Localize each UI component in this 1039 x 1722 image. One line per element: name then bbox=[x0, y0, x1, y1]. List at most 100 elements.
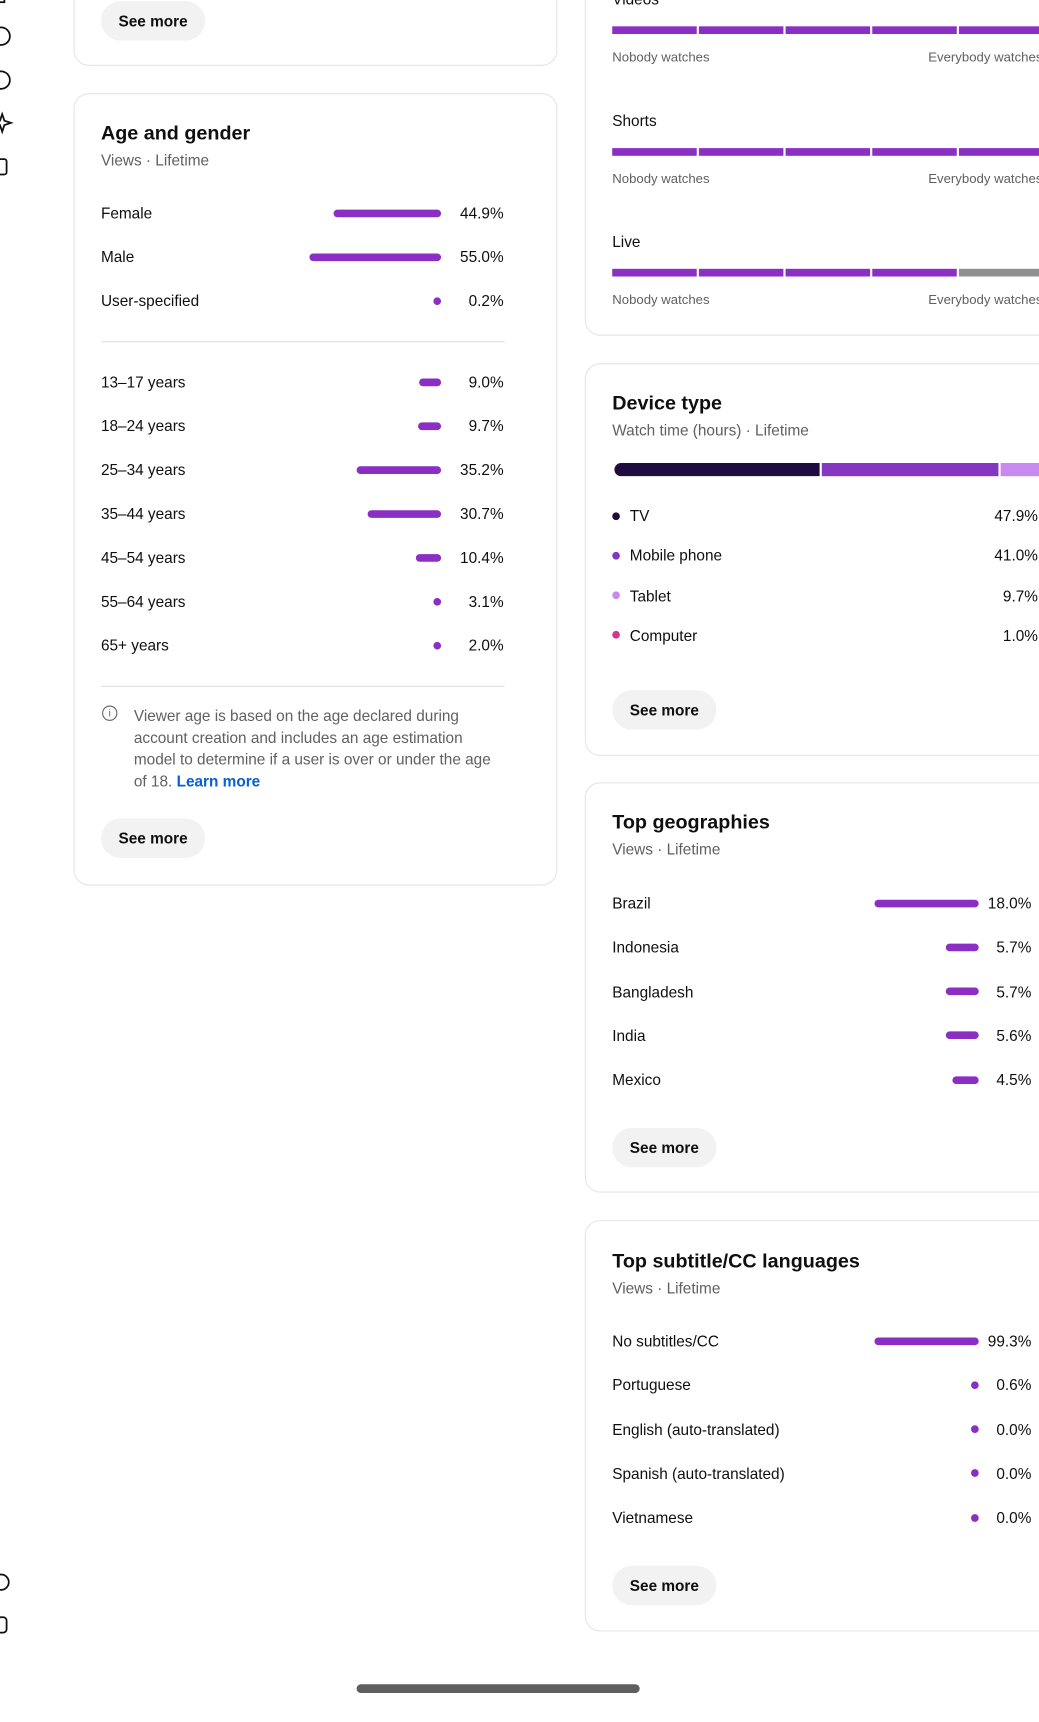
value-label: 0.2% bbox=[468, 291, 504, 310]
card-subtitle: Views · Lifetime bbox=[100, 151, 210, 169]
bar bbox=[367, 509, 442, 518]
card-title: Top geographies bbox=[612, 810, 770, 833]
note-text: Viewer age is based on the age declared … bbox=[133, 706, 491, 790]
format-label: Shorts bbox=[612, 111, 657, 129]
age-gender-card: Age and gender Views · Lifetime Female 44.9… bbox=[73, 93, 558, 886]
icon bbox=[0, 0, 6, 4]
row-label: Mexico bbox=[612, 1071, 661, 1089]
row-label: Female bbox=[100, 204, 153, 222]
bar bbox=[971, 1469, 979, 1478]
scale-low-label: Nobody watches bbox=[612, 170, 710, 186]
row-label: Portuguese bbox=[612, 1376, 691, 1394]
icon bbox=[0, 70, 11, 90]
value-label: 99.3% bbox=[987, 1332, 1032, 1350]
value-label: 18.0% bbox=[987, 894, 1032, 912]
level-segment bbox=[612, 268, 697, 277]
value-label: 4.5% bbox=[996, 1071, 1032, 1089]
value-label: 0.0% bbox=[996, 1420, 1032, 1438]
level-segment bbox=[872, 268, 957, 277]
row-label: Indonesia bbox=[612, 938, 679, 956]
level-segment bbox=[785, 26, 871, 35]
level-segment bbox=[612, 26, 697, 35]
level-segment bbox=[872, 147, 957, 156]
see-more-button[interactable]: See more bbox=[100, 818, 206, 859]
info-icon: i bbox=[102, 705, 118, 721]
value-label: 1.0% bbox=[1002, 626, 1038, 644]
value-label: 9.7% bbox=[468, 416, 504, 435]
level-segment bbox=[872, 26, 957, 35]
icon bbox=[0, 158, 8, 176]
legend-dot bbox=[612, 631, 620, 639]
device-card: Device type Watch time (hours) · Lifetime… bbox=[584, 363, 1039, 756]
card-subtitle: Watch time (hours) · Lifetime bbox=[612, 421, 809, 439]
bar bbox=[417, 421, 442, 430]
bar bbox=[433, 296, 442, 305]
level-segment bbox=[958, 26, 1039, 35]
row-label: 45–54 years bbox=[100, 548, 186, 567]
value-label: 55.0% bbox=[460, 247, 504, 266]
divider bbox=[100, 685, 505, 687]
row-label: 65+ years bbox=[100, 636, 169, 654]
level-segment bbox=[958, 268, 1039, 277]
format-card: Videos Nobody watches Everybody watches Sho… bbox=[584, 0, 1039, 336]
card-title: Device type bbox=[612, 391, 723, 414]
bar bbox=[309, 252, 442, 261]
bar bbox=[433, 641, 442, 649]
level-segment bbox=[785, 268, 871, 277]
value-label: 5.7% bbox=[996, 938, 1032, 956]
row-label: Male bbox=[100, 247, 135, 266]
row-label: No subtitles/CC bbox=[612, 1332, 719, 1350]
value-label: 0.0% bbox=[996, 1508, 1032, 1527]
row-label: 18–24 years bbox=[100, 416, 186, 435]
bar bbox=[433, 597, 442, 606]
value-label: 2.0% bbox=[468, 636, 504, 654]
value-label: 5.6% bbox=[996, 1026, 1032, 1045]
icon bbox=[0, 1616, 8, 1634]
legend-label: TV bbox=[629, 506, 650, 525]
bar bbox=[419, 377, 442, 386]
icon bbox=[0, 1573, 10, 1591]
row-label: Spanish (auto-translated) bbox=[612, 1464, 785, 1483]
stacked-segment bbox=[614, 463, 821, 477]
value-label: 35.2% bbox=[460, 460, 504, 479]
bar bbox=[874, 899, 979, 907]
row-label: Bangladesh bbox=[612, 982, 694, 1001]
see-more-button[interactable]: See more bbox=[100, 1, 206, 41]
value-label: 0.6% bbox=[996, 1376, 1032, 1394]
bar bbox=[952, 1076, 979, 1084]
bar bbox=[945, 943, 979, 952]
row-label: English (auto-translated) bbox=[612, 1420, 780, 1438]
format-label: Live bbox=[612, 232, 641, 251]
see-more-button[interactable]: See more bbox=[612, 690, 717, 730]
row-label: 25–34 years bbox=[100, 460, 186, 479]
value-label: 41.0% bbox=[994, 546, 1038, 565]
level-segment bbox=[698, 268, 784, 277]
row-label: User-specified bbox=[100, 291, 200, 310]
value-label: 5.7% bbox=[996, 982, 1032, 1001]
level-segment bbox=[698, 147, 784, 156]
legend-dot bbox=[612, 511, 620, 520]
card-subtitle: Views · Lifetime bbox=[612, 1279, 721, 1297]
row-label: Brazil bbox=[612, 894, 651, 912]
stacked-segment bbox=[822, 463, 999, 477]
see-more-button[interactable]: See more bbox=[612, 1565, 717, 1606]
value-label: 3.1% bbox=[468, 592, 504, 611]
scale-high-label: Everybody watches bbox=[928, 291, 1039, 308]
see-more-button[interactable]: See more bbox=[612, 1127, 717, 1168]
value-label: 10.4% bbox=[460, 548, 504, 567]
level-segment bbox=[785, 147, 871, 156]
legend-dot bbox=[612, 551, 620, 560]
level-segment bbox=[698, 26, 784, 35]
bar bbox=[356, 465, 442, 474]
card-title: Age and gender bbox=[100, 121, 251, 144]
learn-more-link[interactable]: Learn more bbox=[176, 772, 261, 790]
legend-label: Computer bbox=[629, 626, 698, 644]
bar bbox=[946, 1031, 979, 1040]
subtitles-card: Top subtitle/CC languages Views · Lifetim… bbox=[584, 1220, 1039, 1632]
sidebar-icons bbox=[0, 0, 14, 1634]
row-label: 55–64 years bbox=[100, 592, 186, 611]
bar bbox=[874, 1336, 979, 1345]
geographies-card: Top geographies Views · Lifetime Brazil 18.… bbox=[584, 782, 1039, 1193]
